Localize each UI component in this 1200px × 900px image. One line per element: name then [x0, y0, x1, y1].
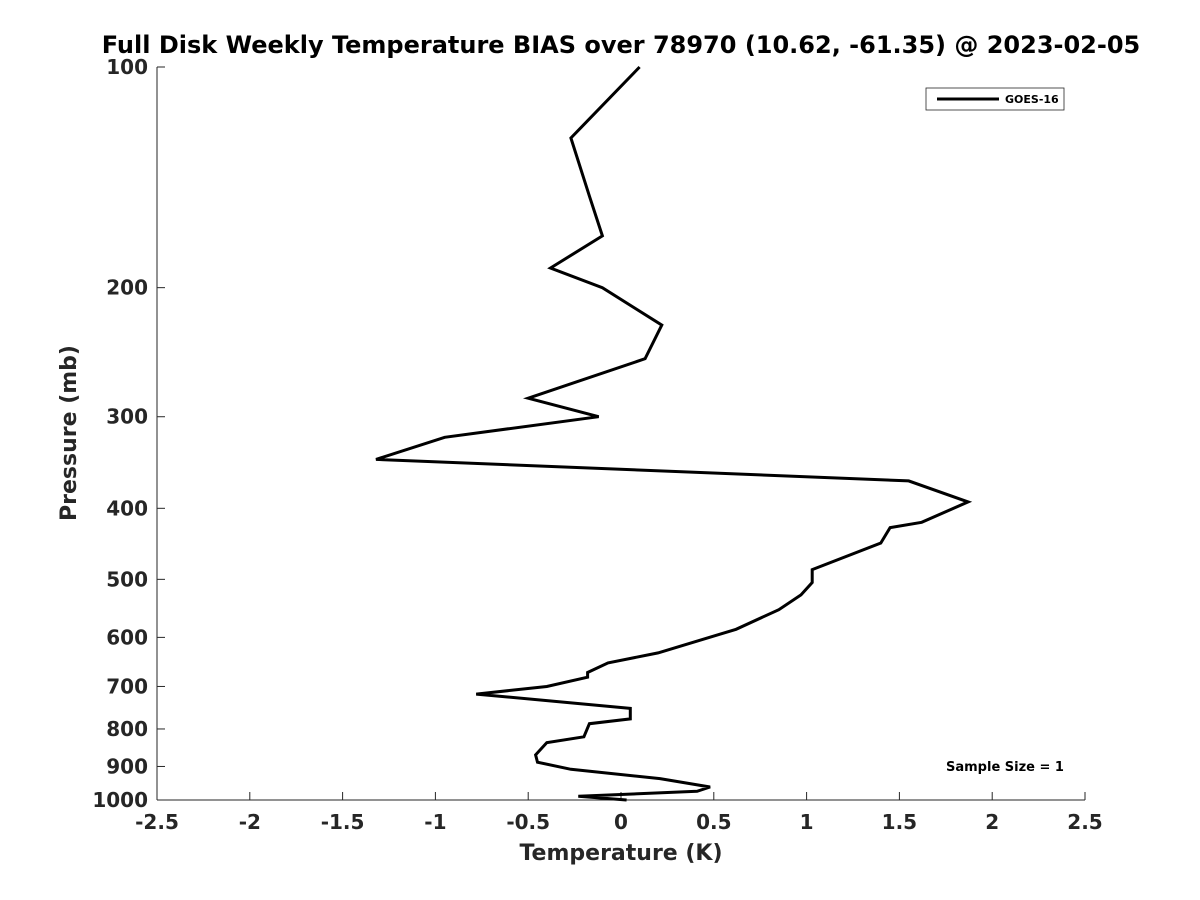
y-tick-label: 1000 — [92, 788, 148, 812]
x-tick-label: 0 — [614, 810, 628, 834]
y-tick-label: 300 — [106, 405, 148, 429]
series-line-goes-16 — [375, 65, 973, 802]
y-ticks: 100 200 300 400 500 600 700 800 900 1000 — [92, 55, 165, 812]
x-tick-label: -1.5 — [321, 810, 365, 834]
y-tick-label: 700 — [106, 674, 148, 698]
x-tick-label: 0.5 — [696, 810, 731, 834]
x-ticks: -2.5 -2 -1.5 -1 -0.5 0 0.5 1 1.5 2 2.5 — [135, 792, 1103, 834]
y-tick-label: 900 — [106, 754, 148, 778]
x-tick-label: -2.5 — [135, 810, 179, 834]
x-tick-label: 2.5 — [1067, 810, 1102, 834]
x-axis-label: Temperature (K) — [519, 841, 722, 866]
y-tick-label: 600 — [106, 625, 148, 649]
x-tick-label: 2 — [985, 810, 999, 834]
x-tick-label: -0.5 — [506, 810, 550, 834]
y-tick-label: 100 — [106, 55, 148, 79]
legend: GOES-16 — [925, 87, 1065, 111]
y-tick-label: 800 — [106, 717, 148, 741]
legend-label-goes-16: GOES-16 — [1005, 93, 1059, 106]
y-tick-label: 500 — [106, 567, 148, 591]
chart-title: Full Disk Weekly Temperature BIAS over 7… — [102, 31, 1141, 59]
sample-size-annotation: Sample Size = 1 — [946, 760, 1064, 775]
y-tick-label: 400 — [106, 496, 148, 520]
series-layer — [375, 65, 973, 802]
x-tick-label: -2 — [239, 810, 261, 834]
y-axis-label: Pressure (mb) — [57, 345, 82, 521]
x-tick-label: 1.5 — [882, 810, 917, 834]
y-tick-label: 200 — [106, 276, 148, 300]
x-tick-label: 1 — [800, 810, 814, 834]
x-tick-label: -1 — [424, 810, 446, 834]
